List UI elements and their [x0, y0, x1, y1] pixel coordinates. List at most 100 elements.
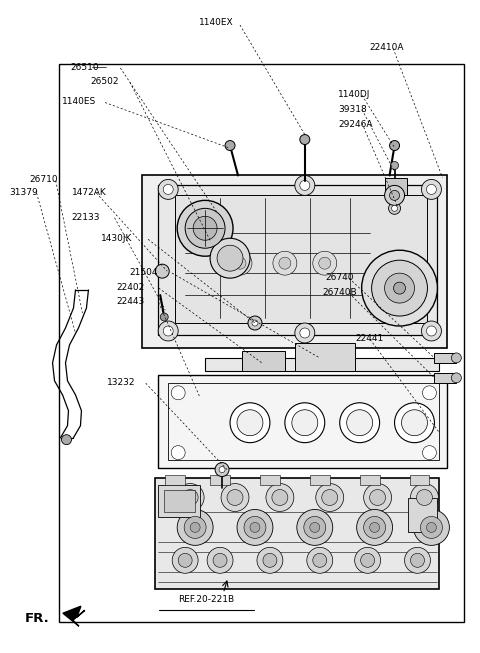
- Circle shape: [228, 251, 252, 275]
- Polygon shape: [142, 176, 447, 348]
- Circle shape: [266, 483, 294, 511]
- Circle shape: [295, 323, 315, 343]
- Circle shape: [300, 328, 310, 338]
- Polygon shape: [164, 490, 195, 513]
- Circle shape: [384, 273, 415, 303]
- Circle shape: [225, 140, 235, 150]
- Circle shape: [316, 483, 344, 511]
- Polygon shape: [158, 185, 437, 335]
- Polygon shape: [408, 498, 437, 532]
- Circle shape: [300, 135, 310, 144]
- Circle shape: [392, 205, 397, 212]
- Circle shape: [395, 403, 434, 443]
- Polygon shape: [260, 475, 280, 485]
- Text: 26740: 26740: [325, 273, 354, 282]
- Circle shape: [215, 462, 229, 477]
- Circle shape: [322, 490, 338, 505]
- Circle shape: [313, 553, 327, 567]
- Circle shape: [384, 185, 405, 205]
- Circle shape: [372, 260, 428, 316]
- Circle shape: [422, 445, 436, 460]
- Polygon shape: [175, 195, 428, 323]
- Circle shape: [370, 490, 385, 505]
- Circle shape: [426, 184, 436, 195]
- Circle shape: [207, 547, 233, 573]
- Text: 22443: 22443: [117, 297, 145, 306]
- Circle shape: [394, 282, 406, 294]
- Polygon shape: [210, 475, 230, 485]
- Circle shape: [158, 321, 178, 341]
- Circle shape: [172, 547, 198, 573]
- Circle shape: [391, 161, 398, 170]
- Circle shape: [237, 509, 273, 545]
- Circle shape: [390, 191, 399, 200]
- Circle shape: [402, 410, 428, 436]
- Text: 1140EX: 1140EX: [199, 18, 234, 27]
- Circle shape: [160, 313, 168, 321]
- Circle shape: [171, 386, 185, 400]
- Circle shape: [221, 483, 249, 511]
- Circle shape: [451, 353, 461, 363]
- Circle shape: [285, 403, 325, 443]
- Circle shape: [237, 410, 263, 436]
- Text: 22441: 22441: [356, 334, 384, 343]
- Circle shape: [410, 483, 438, 511]
- Polygon shape: [409, 475, 430, 485]
- Circle shape: [360, 553, 374, 567]
- Circle shape: [272, 490, 288, 505]
- Circle shape: [304, 517, 326, 538]
- Circle shape: [279, 257, 291, 269]
- Circle shape: [340, 403, 380, 443]
- Circle shape: [389, 202, 400, 214]
- Polygon shape: [384, 178, 407, 195]
- Polygon shape: [242, 351, 285, 371]
- Polygon shape: [63, 606, 85, 626]
- Circle shape: [413, 509, 449, 545]
- Text: 22410A: 22410A: [369, 43, 404, 52]
- Text: FR.: FR.: [24, 612, 49, 625]
- Circle shape: [421, 180, 442, 199]
- Circle shape: [171, 445, 185, 460]
- Text: 31379: 31379: [9, 188, 38, 197]
- Circle shape: [417, 490, 432, 505]
- Text: 29246A: 29246A: [338, 119, 372, 129]
- Circle shape: [234, 257, 246, 269]
- Text: 26740B: 26740B: [323, 288, 357, 297]
- Circle shape: [390, 140, 399, 150]
- Circle shape: [357, 509, 393, 545]
- Circle shape: [257, 547, 283, 573]
- Circle shape: [185, 208, 225, 248]
- Circle shape: [177, 509, 213, 545]
- Polygon shape: [158, 485, 200, 517]
- Circle shape: [347, 410, 372, 436]
- Circle shape: [451, 373, 461, 383]
- Polygon shape: [59, 64, 464, 622]
- Polygon shape: [434, 373, 456, 383]
- Text: 26510: 26510: [70, 63, 99, 72]
- Text: 21504: 21504: [129, 268, 157, 277]
- Circle shape: [163, 326, 173, 336]
- Polygon shape: [295, 343, 355, 371]
- Circle shape: [319, 257, 331, 269]
- Circle shape: [177, 200, 233, 256]
- Circle shape: [230, 403, 270, 443]
- Circle shape: [252, 320, 258, 326]
- Polygon shape: [434, 353, 456, 363]
- Text: REF.20-221B: REF.20-221B: [179, 596, 235, 605]
- Circle shape: [244, 517, 266, 538]
- Text: 26710: 26710: [29, 175, 58, 184]
- Circle shape: [292, 410, 318, 436]
- Text: 1140DJ: 1140DJ: [338, 90, 371, 99]
- Circle shape: [250, 522, 260, 532]
- Circle shape: [426, 522, 436, 532]
- Polygon shape: [165, 475, 185, 485]
- Circle shape: [176, 483, 204, 511]
- Text: 26502: 26502: [91, 77, 119, 86]
- Circle shape: [227, 490, 243, 505]
- Circle shape: [364, 517, 385, 538]
- Circle shape: [313, 251, 336, 275]
- Polygon shape: [155, 477, 439, 589]
- Circle shape: [297, 509, 333, 545]
- Circle shape: [310, 522, 320, 532]
- Circle shape: [190, 522, 200, 532]
